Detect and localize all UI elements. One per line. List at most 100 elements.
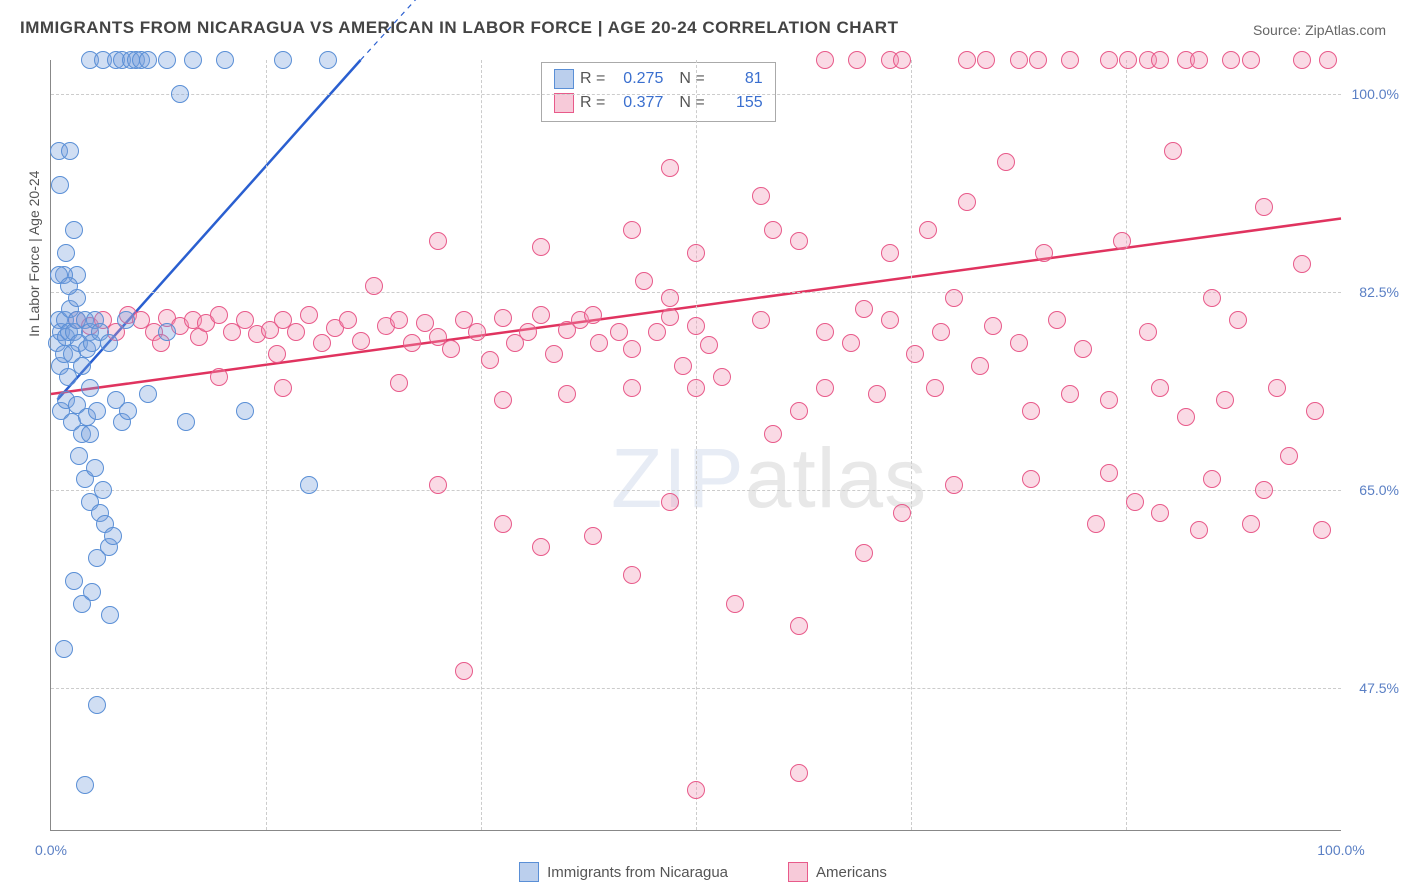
data-point-pink — [1222, 51, 1240, 69]
data-point-pink — [661, 289, 679, 307]
data-point-blue — [65, 572, 83, 590]
data-point-pink — [687, 379, 705, 397]
data-point-pink — [932, 323, 950, 341]
data-point-pink — [1010, 334, 1028, 352]
data-point-pink — [816, 379, 834, 397]
data-point-pink — [390, 374, 408, 392]
data-point-pink — [1113, 232, 1131, 250]
data-point-pink — [481, 351, 499, 369]
data-point-pink — [1010, 51, 1028, 69]
data-point-pink — [997, 153, 1015, 171]
legend-n-blue: 81 — [711, 70, 763, 88]
data-point-pink — [868, 385, 886, 403]
data-point-pink — [339, 311, 357, 329]
legend-r-pink: 0.377 — [611, 94, 663, 112]
data-point-blue — [101, 606, 119, 624]
data-point-blue — [57, 244, 75, 262]
data-point-pink — [429, 232, 447, 250]
y-axis-title: In Labor Force | Age 20-24 — [26, 171, 42, 337]
data-point-pink — [881, 244, 899, 262]
legend-r-label: R = — [580, 94, 605, 112]
data-point-pink — [623, 379, 641, 397]
data-point-pink — [1022, 402, 1040, 420]
data-point-pink — [687, 781, 705, 799]
data-point-pink — [1203, 289, 1221, 307]
data-point-blue — [81, 379, 99, 397]
data-point-pink — [558, 385, 576, 403]
data-point-pink — [210, 306, 228, 324]
chart-title: IMMIGRANTS FROM NICARAGUA VS AMERICAN IN… — [20, 18, 898, 38]
data-point-blue — [117, 311, 135, 329]
data-point-pink — [1048, 311, 1066, 329]
data-point-blue — [158, 323, 176, 341]
data-point-pink — [764, 221, 782, 239]
data-point-pink — [1139, 323, 1157, 341]
data-point-pink — [623, 340, 641, 358]
data-point-pink — [971, 357, 989, 375]
data-point-pink — [210, 368, 228, 386]
data-point-pink — [893, 51, 911, 69]
data-point-pink — [848, 51, 866, 69]
data-point-blue — [88, 402, 106, 420]
plot-area: ZIPatlas R = 0.275 N = 81 R = 0.377 N = … — [50, 60, 1341, 831]
data-point-pink — [1119, 51, 1137, 69]
data-point-pink — [532, 538, 550, 556]
data-point-pink — [1242, 515, 1260, 533]
data-point-pink — [1293, 51, 1311, 69]
data-point-pink — [352, 332, 370, 350]
data-point-pink — [1229, 311, 1247, 329]
data-point-pink — [816, 51, 834, 69]
data-point-pink — [945, 289, 963, 307]
data-point-pink — [674, 357, 692, 375]
data-point-pink — [313, 334, 331, 352]
data-point-blue — [119, 402, 137, 420]
data-point-pink — [268, 345, 286, 363]
data-point-pink — [926, 379, 944, 397]
gridline-v — [1126, 60, 1127, 830]
data-point-pink — [403, 334, 421, 352]
data-point-pink — [764, 425, 782, 443]
data-point-pink — [1151, 51, 1169, 69]
source-attribution: Source: ZipAtlas.com — [1253, 22, 1386, 38]
legend-n-pink: 155 — [711, 94, 763, 112]
data-point-blue — [184, 51, 202, 69]
legend-label-pink: Americans — [816, 864, 887, 881]
gridline-v — [266, 60, 267, 830]
data-point-pink — [1074, 340, 1092, 358]
data-point-blue — [158, 51, 176, 69]
data-point-pink — [984, 317, 1002, 335]
data-point-blue — [236, 402, 254, 420]
source-link[interactable]: ZipAtlas.com — [1305, 22, 1386, 38]
data-point-pink — [1164, 142, 1182, 160]
data-point-pink — [584, 527, 602, 545]
data-point-pink — [1029, 51, 1047, 69]
data-point-pink — [958, 51, 976, 69]
data-point-pink — [726, 595, 744, 613]
data-point-pink — [274, 379, 292, 397]
data-point-pink — [945, 476, 963, 494]
data-point-pink — [661, 308, 679, 326]
data-point-pink — [893, 504, 911, 522]
data-point-blue — [76, 776, 94, 794]
data-point-pink — [1216, 391, 1234, 409]
legend-label-blue: Immigrants from Nicaragua — [547, 864, 728, 881]
data-point-pink — [1061, 385, 1079, 403]
data-point-pink — [790, 232, 808, 250]
data-point-blue — [88, 549, 106, 567]
legend-row-blue: R = 0.275 N = 81 — [554, 67, 763, 91]
data-point-pink — [816, 323, 834, 341]
y-tick-label: 47.5% — [1359, 680, 1399, 696]
legend-swatch-blue — [519, 862, 539, 882]
data-point-pink — [842, 334, 860, 352]
gridline-v — [481, 60, 482, 830]
data-point-pink — [977, 51, 995, 69]
data-point-blue — [216, 51, 234, 69]
data-point-pink — [790, 402, 808, 420]
data-point-pink — [661, 159, 679, 177]
gridline-v — [696, 60, 697, 830]
data-point-pink — [1203, 470, 1221, 488]
correlation-legend: R = 0.275 N = 81 R = 0.377 N = 155 — [541, 62, 776, 122]
data-point-pink — [1313, 521, 1331, 539]
data-point-pink — [648, 323, 666, 341]
data-point-blue — [61, 142, 79, 160]
